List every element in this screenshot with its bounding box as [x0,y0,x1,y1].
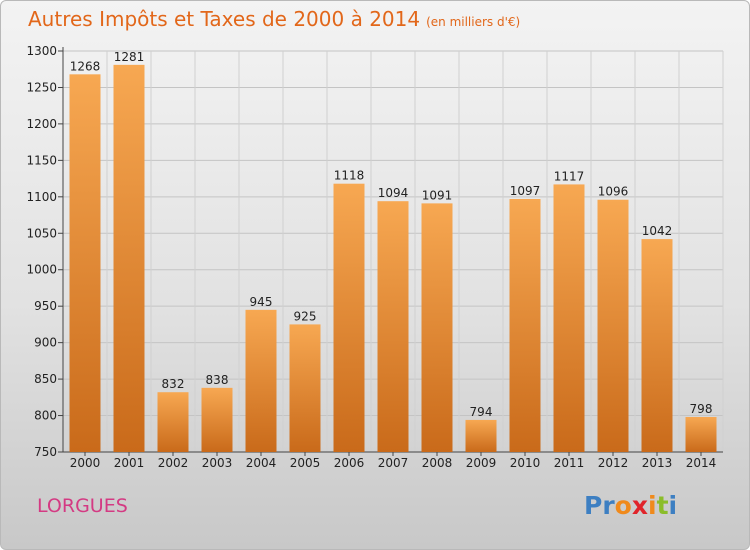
x-tick-label: 2003 [202,456,233,470]
y-tick-label: 900 [34,336,57,350]
logo-letter: t [656,491,669,520]
data-label-2003: 838 [206,373,229,387]
logo-letter: i [648,491,657,520]
x-tick-label: 2000 [70,456,101,470]
data-label-2007: 1094 [378,186,409,200]
bar-2010 [509,199,541,452]
x-tick-label: 2004 [246,456,277,470]
bars: 1268 1281 832 838 945 925 1118 1094 1091 794 1097 1… [69,50,717,453]
data-label-2010: 1097 [510,184,541,198]
y-tick-label: 1050 [26,226,57,240]
bar-2004 [245,309,277,452]
logo-letter: P [584,491,603,520]
y-tick-label: 750 [34,445,57,459]
x-tick-label: 2006 [334,456,365,470]
x-tick-label: 2008 [422,456,453,470]
commune-name: LORGUES [37,495,128,517]
y-tick-label: 850 [34,372,57,386]
data-label-2013: 1042 [642,224,673,238]
bar-2013 [641,239,673,452]
data-label-2002: 832 [162,377,185,391]
y-tick-label: 1150 [26,153,57,167]
bar-2001 [113,64,145,452]
x-tick-label: 2011 [554,456,585,470]
y-tick-label: 1300 [26,44,57,58]
bar-2014 [685,417,717,452]
y-tick-label: 1200 [26,117,57,131]
data-label-2004: 945 [250,295,273,309]
y-tick-label: 800 [34,409,57,423]
bar-2006 [333,183,365,452]
x-tick-label: 2007 [378,456,409,470]
y-tick-label: 1250 [26,80,57,94]
logo-letter: i [668,491,678,520]
data-label-2000: 1268 [70,59,101,73]
data-label-2009: 794 [470,405,493,419]
y-tick-label: 1000 [26,263,57,277]
data-label-2012: 1096 [598,185,629,199]
data-label-2001: 1281 [114,50,145,64]
x-tick-label: 2014 [686,456,717,470]
x-tick-label: 2013 [642,456,673,470]
bar-2009 [465,419,497,452]
data-label-2005: 925 [294,309,317,323]
logo-letter: o [614,491,632,520]
y-tick-label: 950 [34,299,57,313]
y-tick-label: 1100 [26,190,57,204]
data-label-2014: 798 [690,402,713,416]
chart-subtitle: (en milliers d'€) [426,15,521,29]
bar-2002 [157,392,189,452]
data-label-2011: 1117 [554,169,585,183]
logo-letter: r [602,491,615,520]
chart-title: Autres Impôts et Taxes de 2000 à 2014 (en… [28,7,520,31]
data-label-2006: 1118 [334,169,365,183]
x-tick-label: 2012 [598,456,629,470]
x-tick-label: 2010 [510,456,541,470]
chart-title-text: Autres Impôts et Taxes de 2000 à 2014 [28,7,421,31]
bar-2012 [597,199,629,452]
bar-2005 [289,324,321,452]
x-tick-label: 2001 [114,456,145,470]
bar-2011 [553,184,585,452]
x-tick-label: 2002 [158,456,189,470]
x-tick-label: 2005 [290,456,321,470]
bar-2007 [377,201,409,452]
bar-2003 [201,387,233,452]
proxiti-logo[interactable]: Proxiti [584,491,677,520]
x-tick-label: 2009 [466,456,497,470]
data-label-2008: 1091 [422,188,453,202]
bar-2000 [69,74,101,453]
axes: 750 800 850 900 950 1000 1050 1100 1150 1200 1250 1… [26,44,723,470]
logo-letter: x [631,491,648,520]
bar-2008 [421,203,453,452]
